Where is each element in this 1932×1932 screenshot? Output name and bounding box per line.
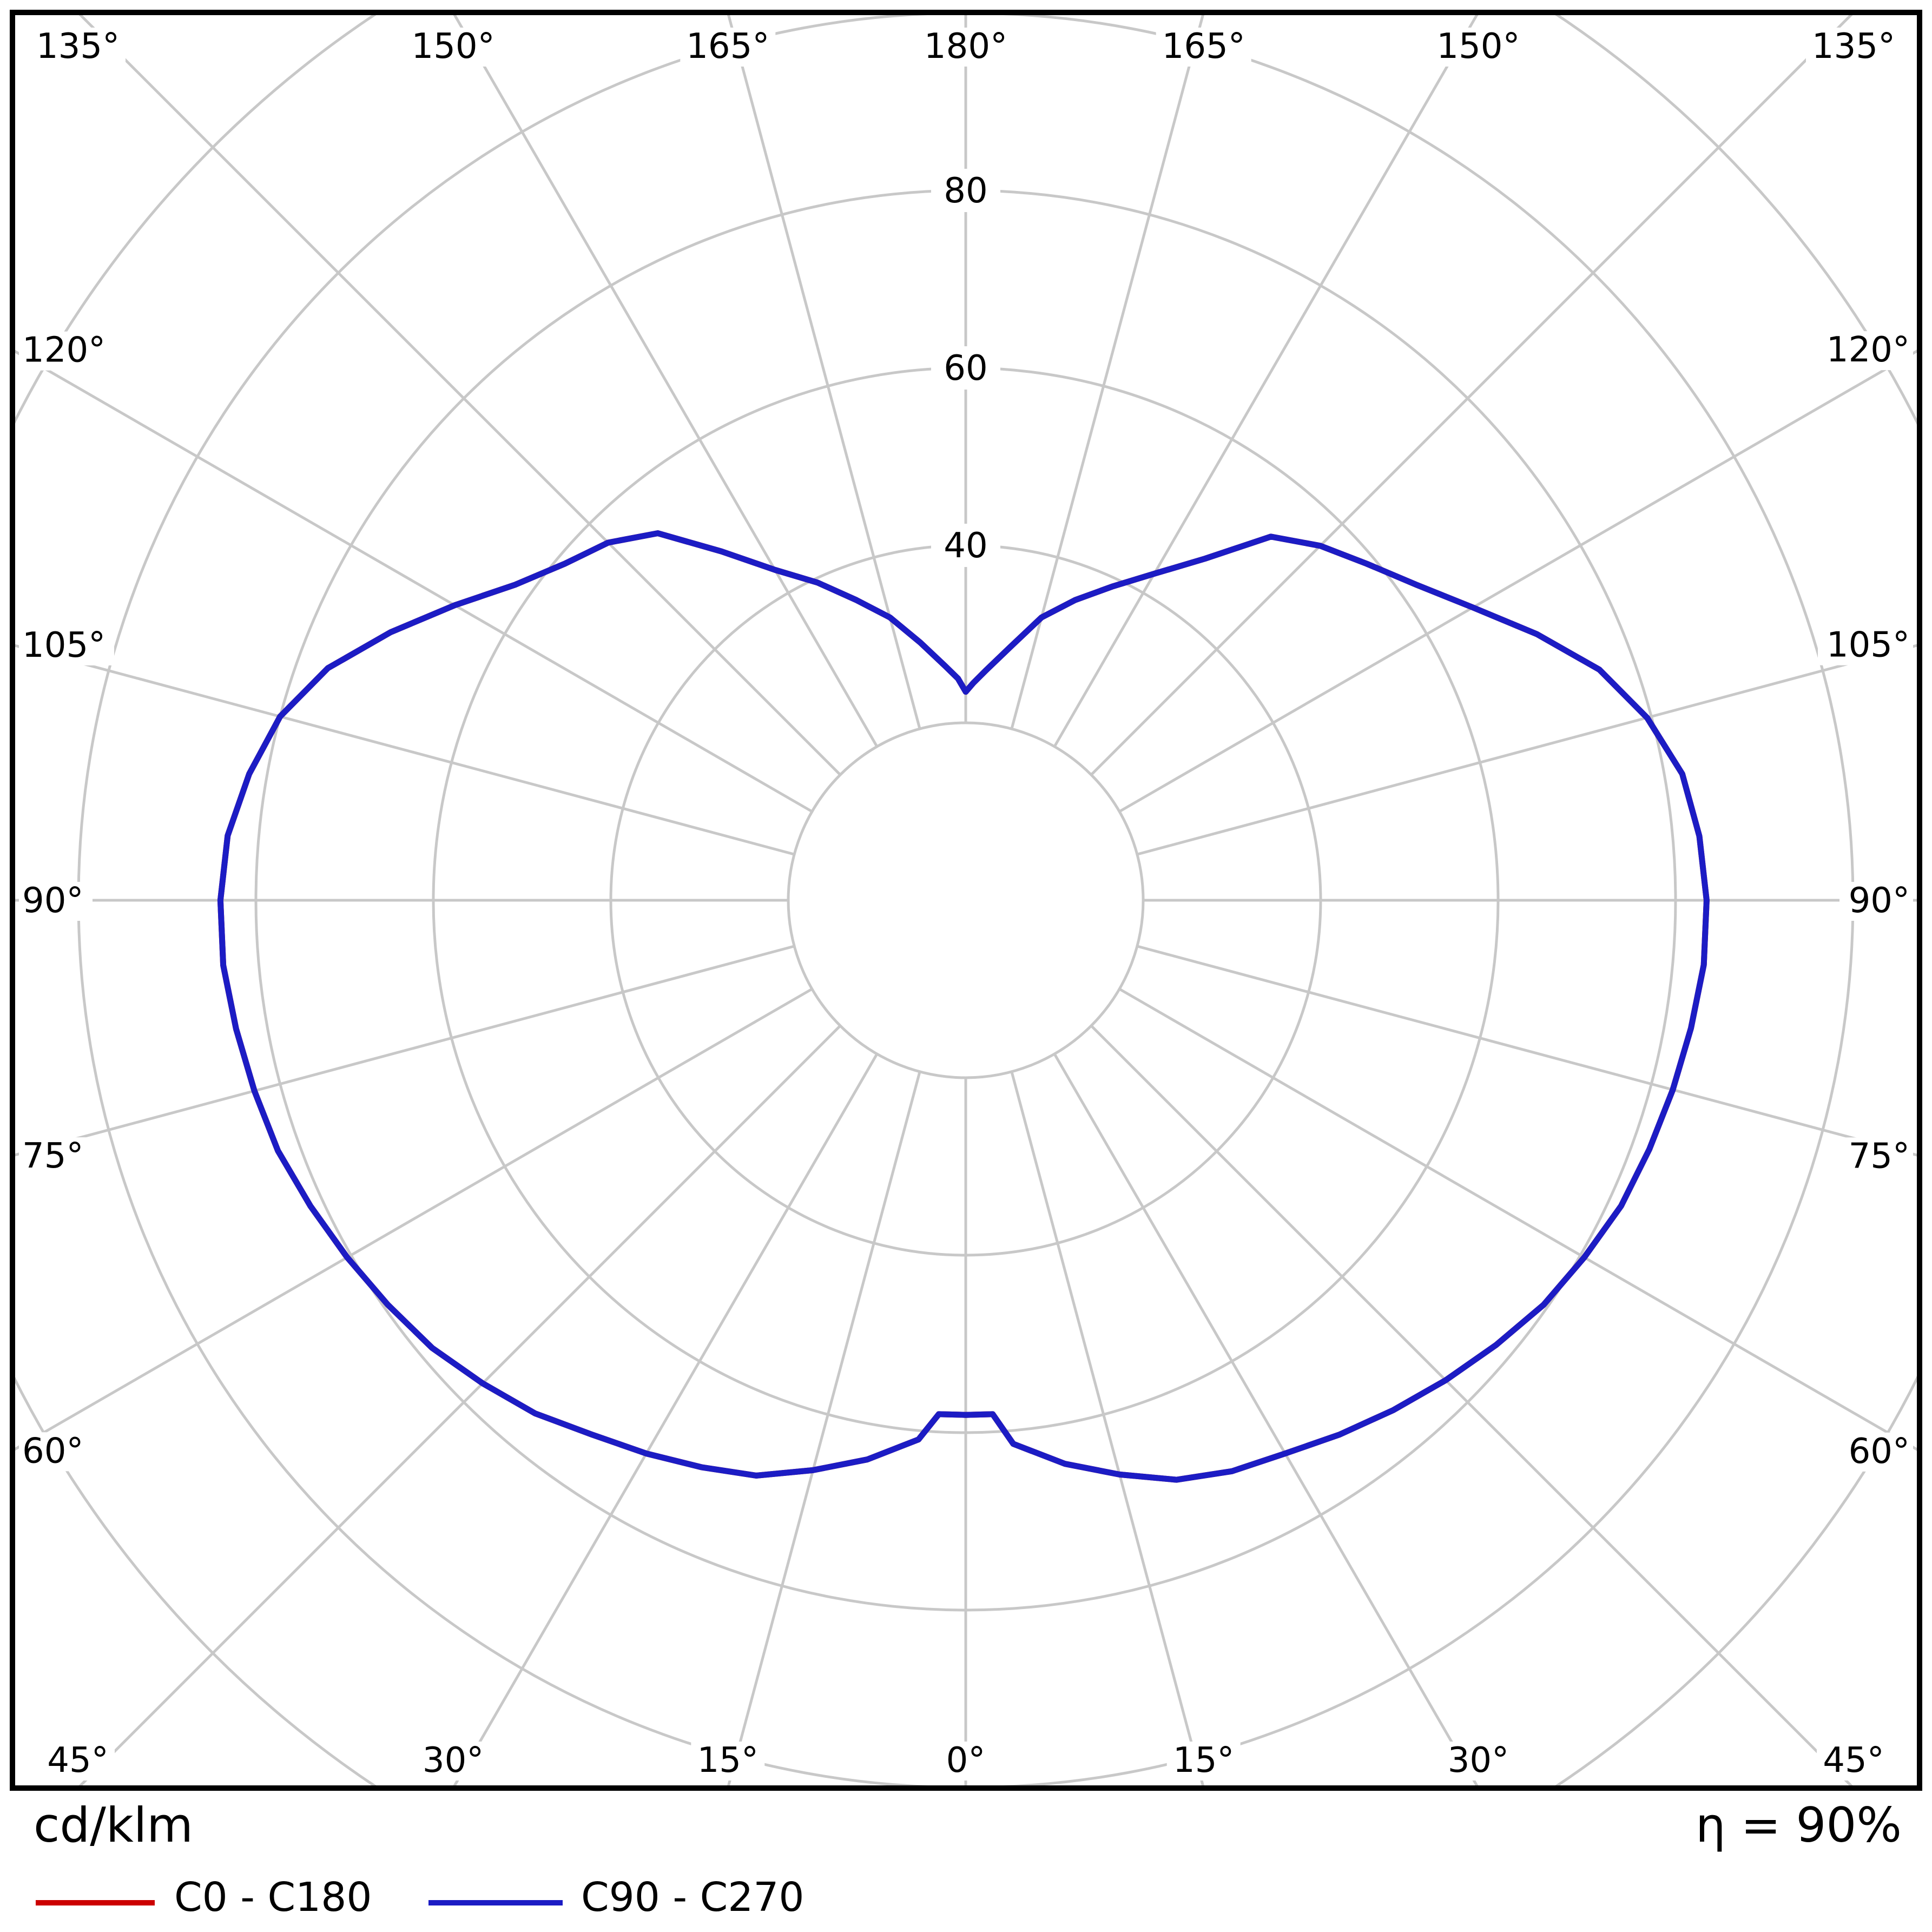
angle-label: 90° [22,881,83,921]
angle-gridline [1118,987,1920,1453]
radial-tick-label: 40 [944,526,987,566]
legend-label-c0-c180: C0 - C180 [174,1874,372,1921]
angle-label: 135° [36,27,120,67]
angle-gridline [726,1071,921,1788]
angle-gridline [1118,348,1920,813]
angle-label-bg [1817,1742,1890,1781]
angle-label: 45° [1823,1740,1884,1781]
angle-label-bg [918,28,1013,67]
angle-label: 150° [411,27,494,67]
angle-label: 75° [22,1136,83,1176]
angle-gridline [12,643,795,856]
angle-label-bg [405,28,501,67]
angle-gridline [12,348,813,813]
angle-label: 120° [22,331,105,371]
radial-tick-label: 80 [944,171,987,211]
plot-frame [10,10,1922,1791]
legend-line-c0-c180 [36,1900,155,1905]
angle-label: 15° [1173,1740,1234,1781]
axis-labels: 0° 15° 30° 45° 60° 75° 90° 105° 120° 135° 150° 165°… [19,27,1913,1781]
angle-label: 135° [1812,27,1895,67]
angle-gridline [1053,1053,1480,1788]
angle-gridline [1090,12,1855,776]
angle-label-bg [1839,882,1913,921]
angle-label: 15° [697,1740,759,1781]
angle-gridline [12,987,813,1452]
angle-label-bg [940,1742,992,1781]
angle-label: 120° [1827,330,1910,370]
angle-gridline [1010,12,1205,729]
angle-label-bg [1156,28,1251,67]
angle-label: 180° [924,27,1007,67]
angle-gridline [1090,1025,1855,1788]
angle-label-bg [19,331,114,371]
angle-label: 60° [1849,1432,1910,1472]
curve-c90-c270 [217,530,1710,1483]
radial-tick-bg [931,346,1000,390]
angle-gridline [1137,643,1920,856]
angle-label: 90° [1849,881,1910,921]
angle-gridline [77,1025,841,1788]
angle-gridline [726,12,921,729]
angle-gridline [77,12,841,776]
angle-gridline [1137,945,1920,1157]
angle-label: 150° [1436,27,1520,67]
angle-label-bg [1839,1432,1913,1472]
angle-label: 0° [946,1740,986,1781]
angle-label-bg [41,1742,115,1781]
angle-label-bg [1818,331,1913,371]
efficiency-label: η = 90% [1695,1797,1902,1853]
angle-gridline [1053,12,1480,748]
angle-label-bg [19,1432,93,1472]
angle-label-bg [680,28,776,67]
angle-label: 105° [1827,625,1910,665]
angle-label-bg [1430,28,1526,67]
angle-label-bg [1166,1742,1241,1781]
angle-label: 30° [423,1740,484,1781]
angle-label: 45° [47,1740,108,1781]
legend-label-c90-c270: C90 - C270 [581,1874,805,1921]
angle-label-bg [19,626,114,665]
angle-label-bg [19,882,93,921]
radial-gridline [787,721,1145,1079]
unit-label: cd/klm [34,1797,194,1853]
radial-tick-bg [931,169,1000,212]
angle-gridline [1010,1071,1205,1788]
angle-label-bg [691,1742,765,1781]
legend-line-c90-c270 [428,1900,563,1905]
angle-label: 165° [1162,27,1245,67]
angle-label-bg [1806,28,1901,67]
angle-label-bg [1818,626,1913,665]
radial-tick-bg [931,524,1000,567]
angle-label: 60° [22,1431,83,1471]
angle-label-bg [1839,1137,1913,1177]
angle-label-bg [30,28,126,67]
angle-label: 105° [22,625,105,665]
angle-gridline [452,1053,879,1788]
angle-label-bg [416,1742,490,1781]
angle-label: 165° [686,27,769,67]
angle-label-bg [19,1137,93,1177]
angle-gridline [12,945,795,1157]
angle-label: 30° [1448,1740,1509,1781]
angle-gridline [452,12,879,748]
angle-label-bg [1441,1742,1515,1781]
radial-tick-label: 60 [944,348,987,388]
angle-label: 75° [1849,1136,1910,1176]
